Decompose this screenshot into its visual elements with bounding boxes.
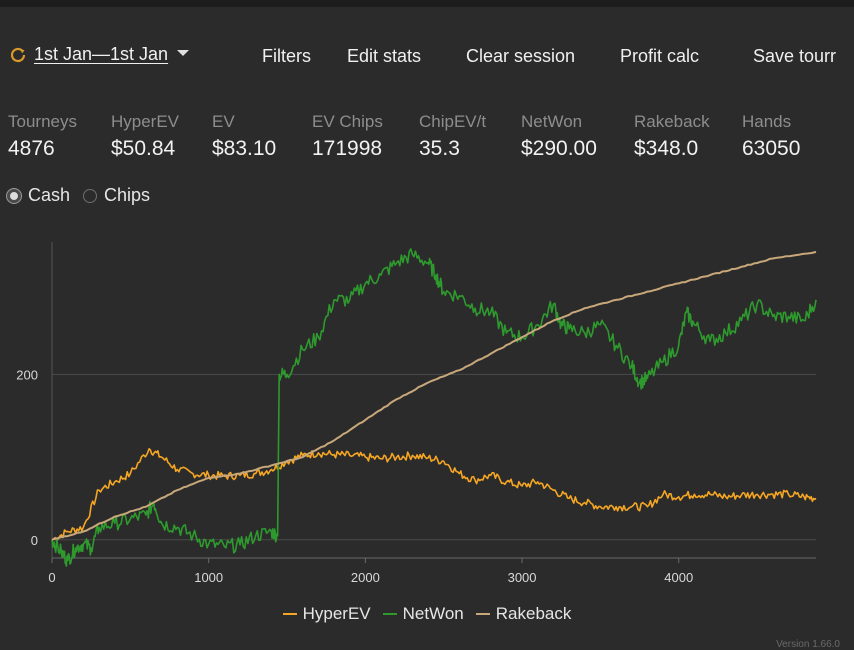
stat-label: NetWon — [521, 112, 583, 131]
stat-value: 35.3 — [419, 137, 460, 160]
x-tick-label: 4000 — [664, 570, 693, 585]
x-tick-label: 1000 — [194, 570, 223, 585]
legend-item-netwon[interactable]: NetWon — [382, 604, 464, 624]
stat-ev-chips: EV Chips 171998 — [312, 112, 383, 163]
stat-rakeback: Rakeback $348.0 — [634, 112, 710, 163]
stat-value: $83.10 — [212, 137, 277, 160]
stat-label: Rakeback — [634, 112, 710, 131]
series-line-netwon — [51, 248, 817, 567]
stat-value: 171998 — [312, 137, 383, 160]
stat-label: EV Chips — [312, 112, 383, 131]
x-tick-label: 2000 — [351, 570, 380, 585]
stat-ev: EV $83.10 — [212, 112, 276, 163]
stat-hyperev: HyperEV $50.84 — [111, 112, 179, 163]
x-tick-label: 3000 — [508, 570, 537, 585]
chart-legend: HyperEV NetWon Rakeback — [0, 604, 854, 624]
x-tick-label: 0 — [48, 570, 55, 585]
legend-label: Rakeback — [495, 604, 572, 623]
display-mode-toggle: Cash Chips — [7, 185, 163, 206]
legend-swatch — [282, 613, 297, 615]
series-line-hyperev — [51, 448, 817, 542]
save-tourney-button[interactable]: Save tourr — [753, 46, 837, 66]
legend-label: HyperEV — [302, 604, 371, 623]
stat-label: Hands — [742, 112, 792, 131]
date-range-selector[interactable]: 1st Jan—1st Jan — [8, 44, 190, 65]
edit-stats-button[interactable]: Edit stats — [347, 46, 422, 66]
legend-label: NetWon — [402, 604, 464, 623]
series-line-rakeback — [51, 250, 817, 541]
legend-swatch — [475, 613, 490, 615]
filters-button[interactable]: Filters — [262, 46, 311, 66]
cash-radio-label[interactable]: Cash — [28, 185, 71, 205]
chips-radio-label[interactable]: Chips — [104, 185, 151, 205]
stat-label: Tourneys — [8, 112, 77, 131]
legend-item-rakeback[interactable]: Rakeback — [475, 604, 572, 624]
radio-selected-icon[interactable] — [7, 188, 21, 203]
stat-netwon: NetWon $290.00 — [521, 112, 597, 163]
legend-item-hyperev[interactable]: HyperEV — [282, 604, 371, 624]
stat-value: 63050 — [742, 137, 801, 160]
toolbar: 1st Jan—1st Jan Filters Edit stats Clear… — [0, 38, 854, 76]
stat-value: $290.00 — [521, 137, 597, 160]
cash-radio[interactable]: Cash — [7, 185, 70, 206]
chips-radio[interactable]: Chips — [83, 185, 150, 206]
stat-value: $348.0 — [634, 137, 699, 160]
stat-hands: Hands 63050 — [742, 112, 800, 163]
stat-tourneys: Tourneys 4876 — [8, 112, 77, 163]
stat-chipev-t: ChipEV/t 35.3 — [419, 112, 486, 163]
window-top-bar — [0, 0, 854, 7]
refresh-icon[interactable] — [8, 45, 28, 65]
stat-label: HyperEV — [111, 112, 180, 131]
chevron-down-icon[interactable] — [177, 49, 190, 56]
profit-calc-button[interactable]: Profit calc — [620, 46, 700, 66]
stat-value: 4876 — [8, 137, 55, 160]
stat-value: $50.84 — [111, 137, 176, 160]
clear-session-button[interactable]: Clear session — [466, 46, 576, 66]
stat-label: EV — [212, 112, 235, 131]
legend-swatch — [382, 613, 397, 615]
y-tick-label: 0 — [31, 533, 38, 548]
date-range-label[interactable]: 1st Jan—1st Jan — [34, 44, 169, 64]
stat-label: ChipEV/t — [419, 112, 487, 131]
y-tick-label: 200 — [16, 367, 38, 382]
radio-unselected-icon[interactable] — [83, 188, 98, 203]
